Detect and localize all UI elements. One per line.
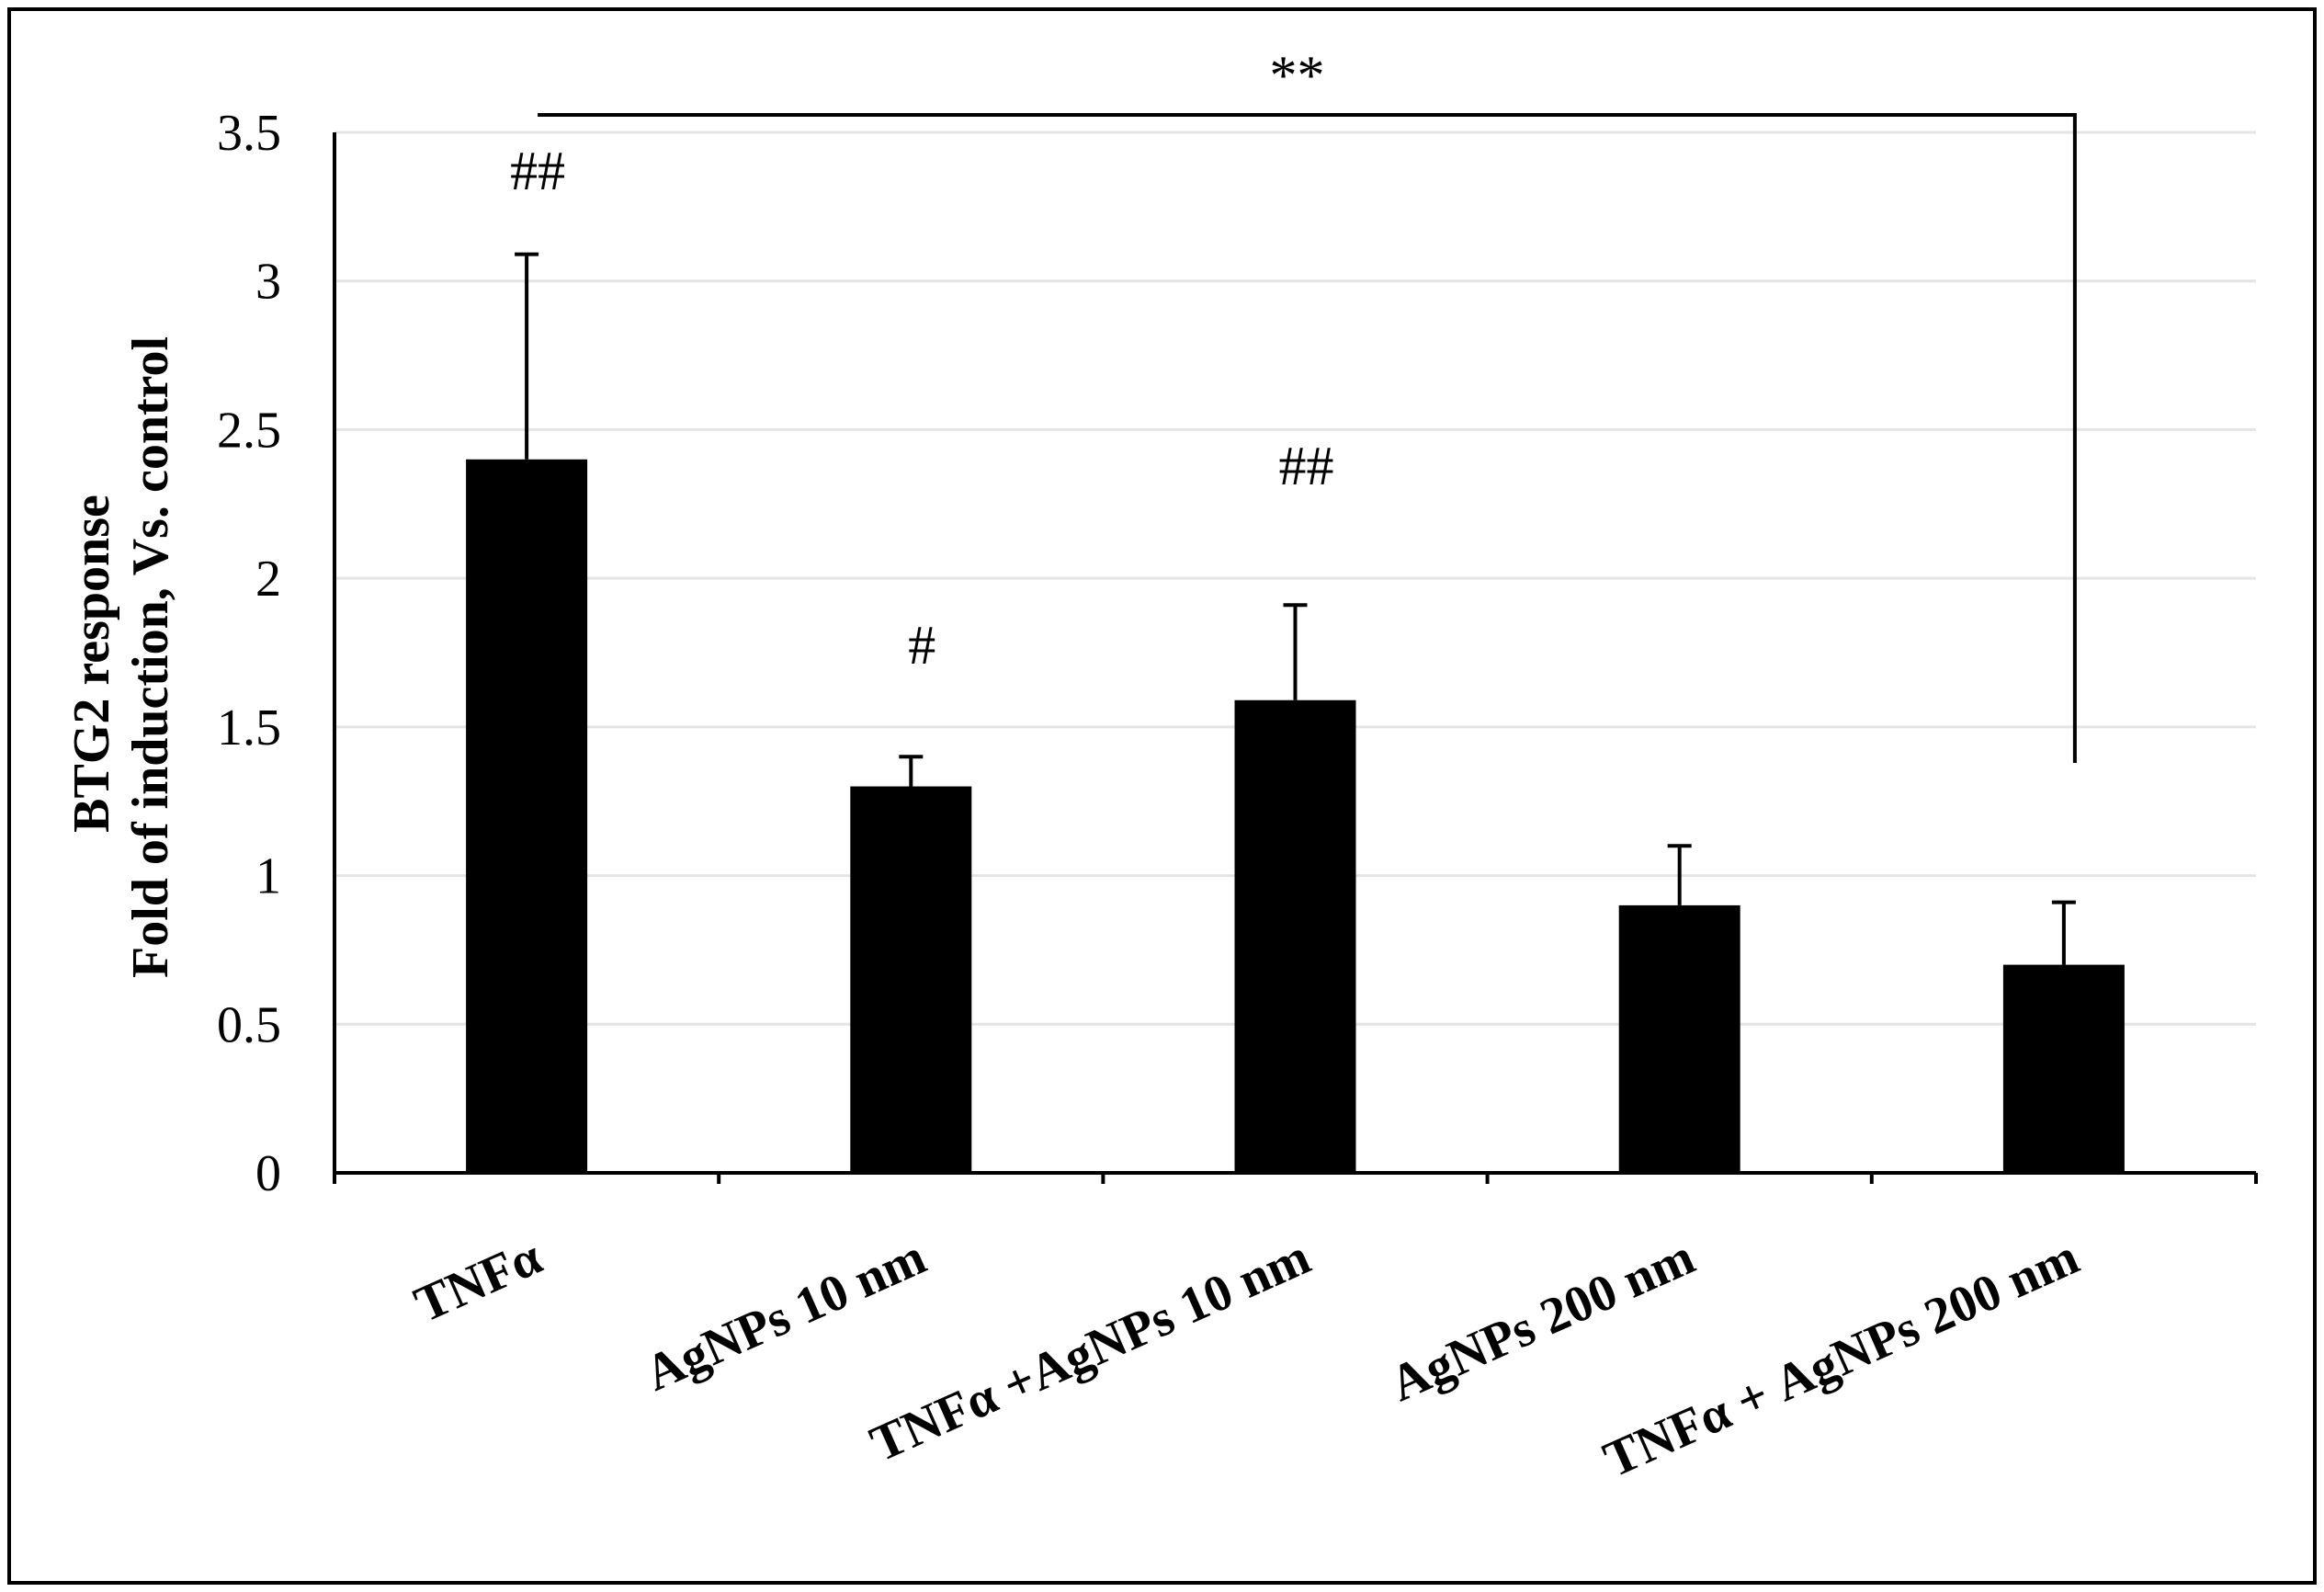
y-axis-label-line-2: Fold of induction, Vs. control bbox=[122, 336, 179, 978]
y-tick-label: 0 bbox=[255, 1145, 281, 1202]
significance-marker: ## bbox=[510, 141, 565, 201]
y-tick-labels: 0 0.5 1 1.5 2 2.5 3 3.5 bbox=[217, 105, 281, 1202]
bar bbox=[1618, 904, 1740, 1173]
bracket-label: ** bbox=[1270, 45, 1325, 106]
y-tick-label: 2.5 bbox=[217, 402, 281, 459]
y-tick-label: 3.5 bbox=[217, 105, 281, 162]
bracket-line bbox=[538, 113, 2077, 763]
bars bbox=[466, 252, 2125, 1173]
significance-marker: # bbox=[908, 615, 935, 676]
significance-marker: ## bbox=[1279, 436, 1334, 496]
chart-frame bbox=[7, 7, 2317, 1585]
y-tick-label: 1.5 bbox=[217, 699, 281, 756]
y-tick-label: 1 bbox=[255, 848, 281, 905]
bar bbox=[2002, 964, 2125, 1173]
axes bbox=[333, 132, 2258, 1184]
annotations: ##### bbox=[510, 141, 1333, 676]
y-axis-label-line-1: BTG2 response bbox=[63, 495, 120, 833]
bar bbox=[850, 786, 972, 1173]
y-tick-label: 2 bbox=[255, 551, 281, 608]
bar bbox=[1234, 699, 1356, 1173]
gridlines bbox=[334, 131, 2256, 1026]
y-axis-label: BTG2 response Fold of induction, Vs. con… bbox=[63, 336, 179, 978]
bar bbox=[466, 459, 588, 1173]
y-tick-label: 0.5 bbox=[217, 996, 281, 1053]
significance-bracket: ** bbox=[538, 45, 2077, 763]
y-tick-label: 3 bbox=[255, 254, 281, 311]
